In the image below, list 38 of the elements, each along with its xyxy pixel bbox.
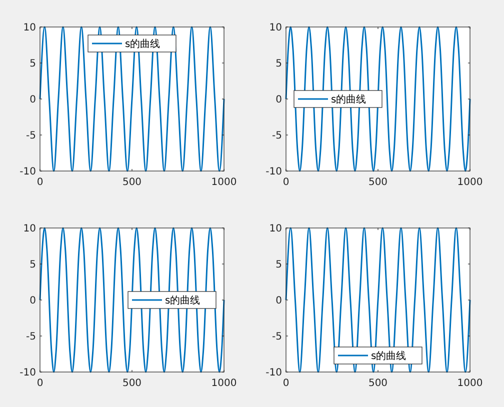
y-tick-label: 5 xyxy=(30,260,36,270)
y-tick-label: -5 xyxy=(26,332,36,342)
y-tick-label: 5 xyxy=(276,58,282,70)
y-tick-label: -5 xyxy=(272,130,282,142)
x-tick-label: 1000 xyxy=(457,378,483,389)
line-series xyxy=(285,26,471,172)
x-tick-label: 0 xyxy=(282,177,290,188)
y-tick-label: -10 xyxy=(266,368,282,378)
y-tick-label: 5 xyxy=(276,260,282,270)
y-tick-label: 10 xyxy=(269,22,282,34)
line-series xyxy=(39,227,225,373)
x-tick-label: 0 xyxy=(36,177,44,188)
y-tick-label: -5 xyxy=(26,130,36,142)
y-tick-label: 0 xyxy=(30,94,36,106)
x-tick-label: 500 xyxy=(368,177,388,188)
x-tick-label: 500 xyxy=(368,378,388,389)
y-tick-label: 10 xyxy=(23,224,36,234)
x-tick-label: 0 xyxy=(36,378,44,389)
y-tick-label: -10 xyxy=(20,166,36,178)
x-tick-label: 1000 xyxy=(211,177,237,188)
y-tick-label: 10 xyxy=(269,224,282,234)
x-tick-label: 500 xyxy=(122,378,142,389)
legend-label: s的曲线 xyxy=(331,94,366,106)
y-tick-label: 0 xyxy=(30,296,36,306)
y-tick-label: 5 xyxy=(30,58,36,70)
y-tick-label: 0 xyxy=(276,296,282,306)
y-tick-label: -10 xyxy=(266,166,282,178)
legend-label: s的曲线 xyxy=(125,38,160,50)
x-tick-label: 1000 xyxy=(211,378,237,389)
y-tick-label: -10 xyxy=(20,368,36,378)
y-tick-label: 0 xyxy=(276,94,282,106)
y-tick-label: 10 xyxy=(23,22,36,34)
y-tick-label: -5 xyxy=(272,332,282,342)
legend-label: s的曲线 xyxy=(371,350,406,362)
x-tick-label: 500 xyxy=(122,177,142,188)
legend-label: s的曲线 xyxy=(165,294,200,306)
x-tick-label: 0 xyxy=(282,378,290,389)
x-tick-label: 1000 xyxy=(457,177,483,188)
